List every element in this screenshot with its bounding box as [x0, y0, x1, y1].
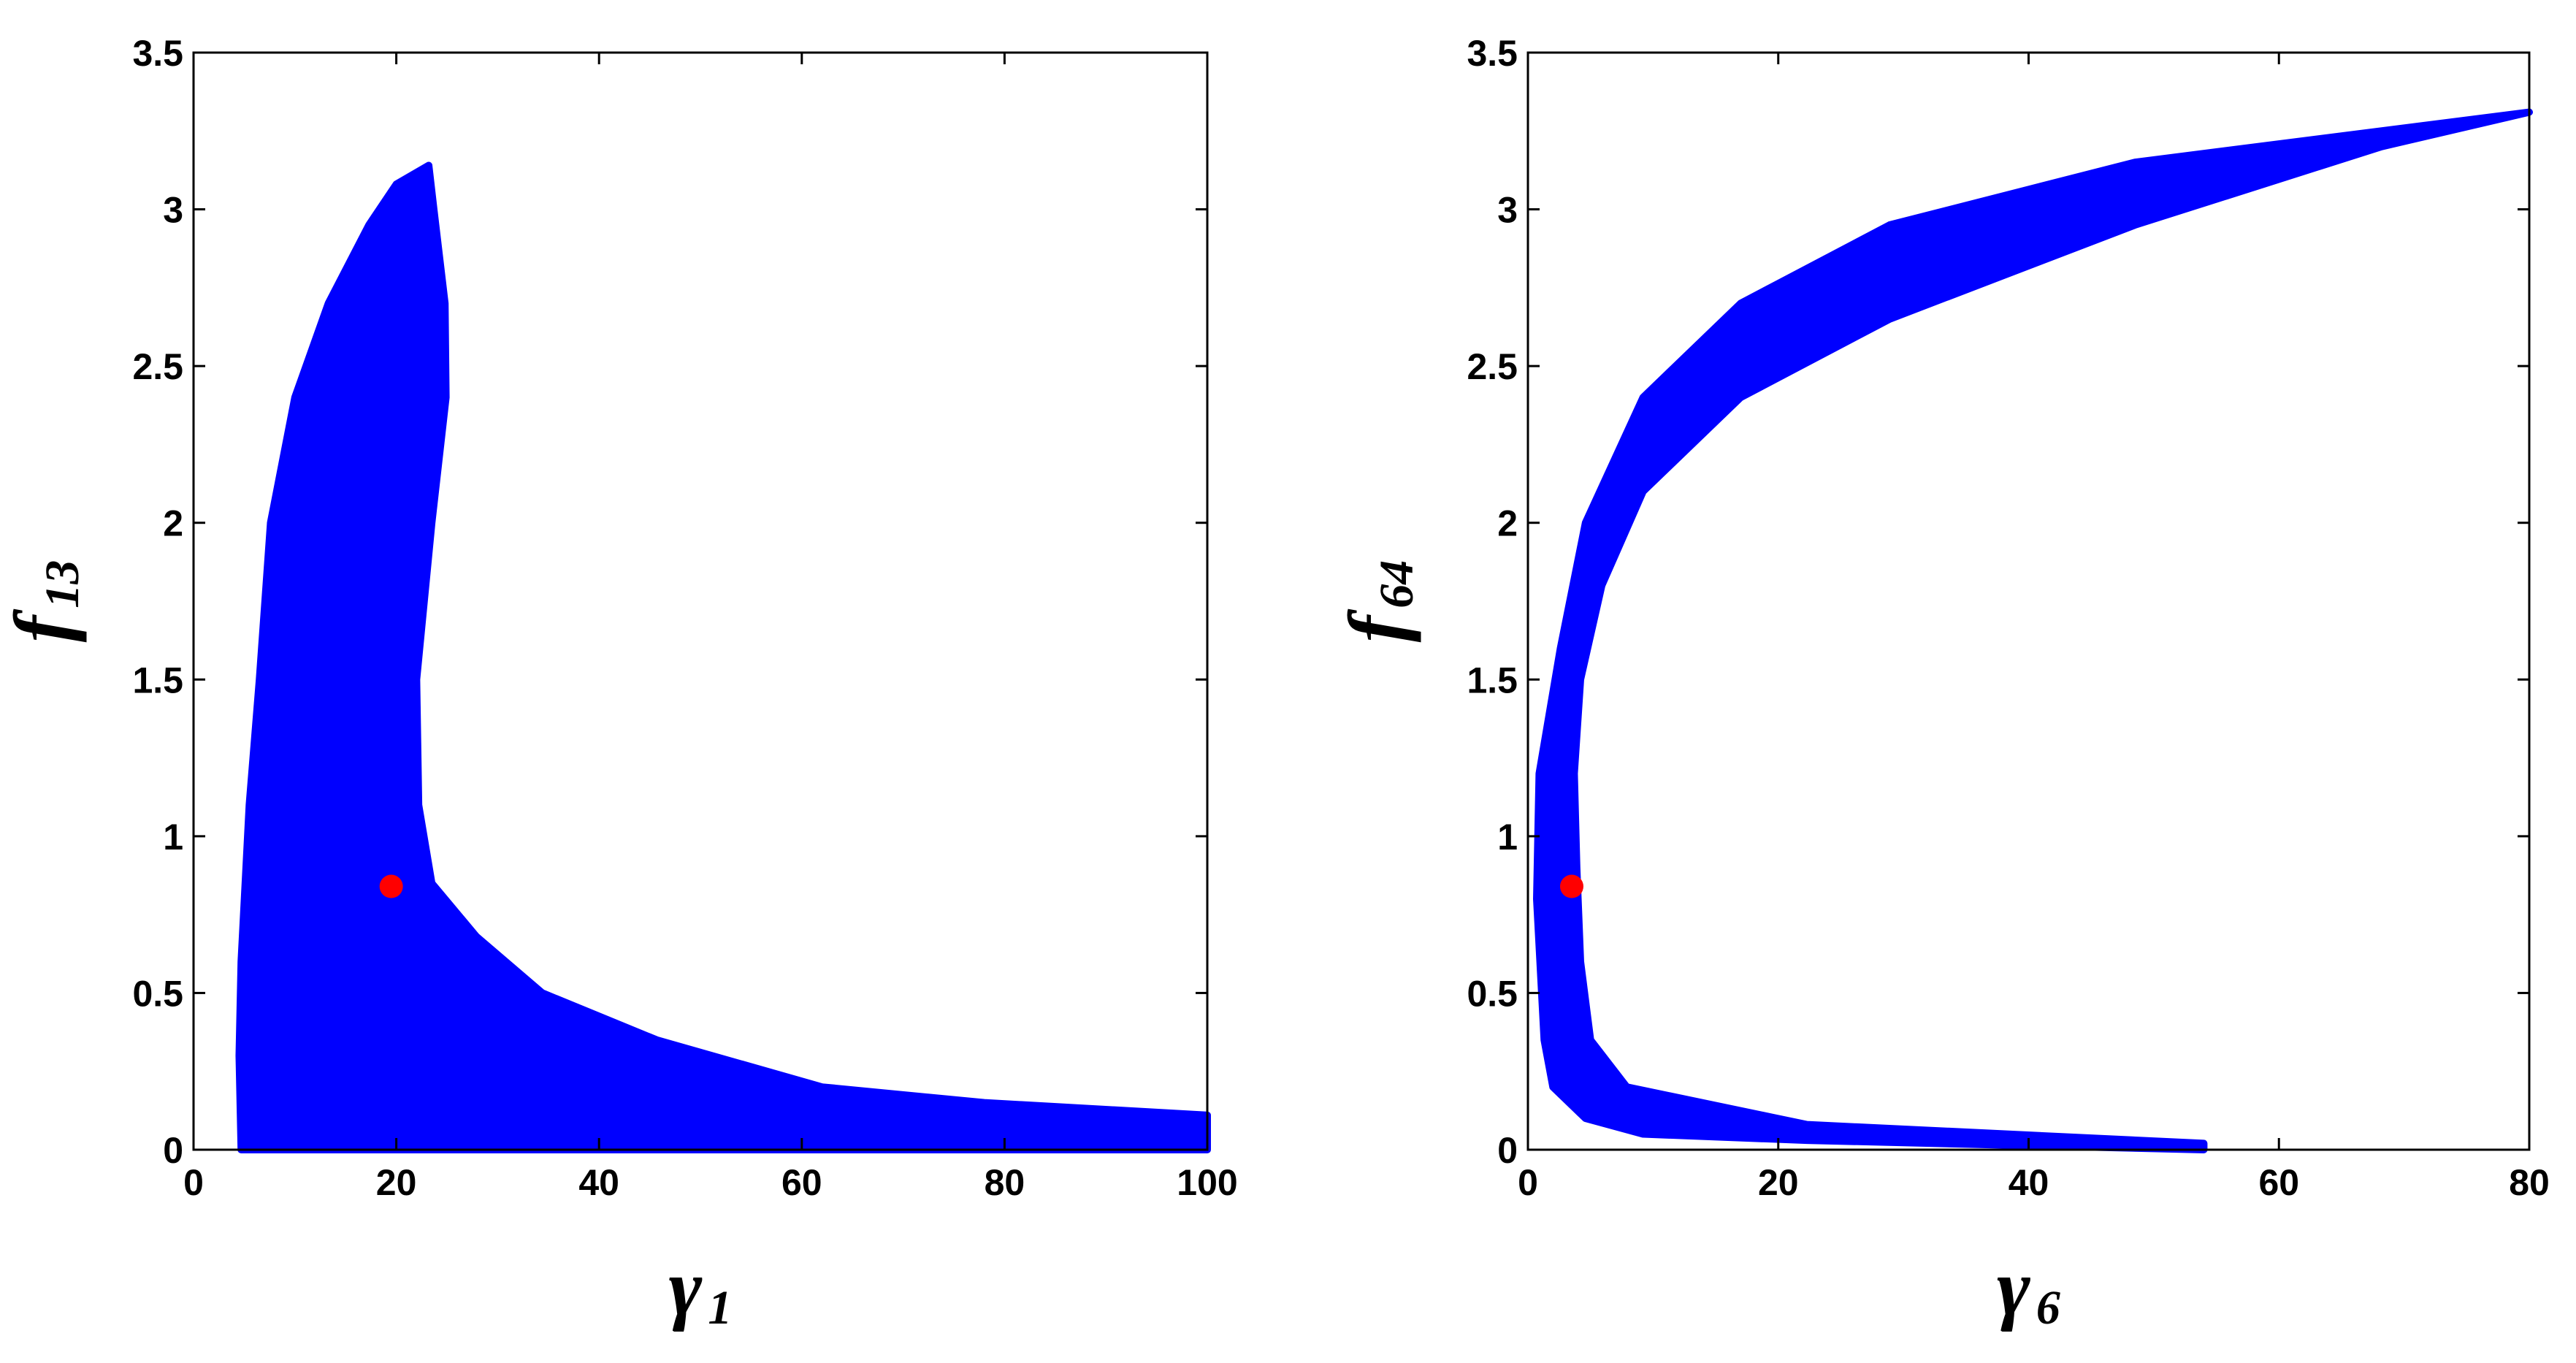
panel: 0 20 40 60 80 0 0.5 1 1.5 2 2.5 3 3.5 γ 6 f64: [1332, 33, 2550, 1335]
x-tick-label: 0: [1518, 1162, 1538, 1203]
y-tick-label: 1: [1497, 817, 1518, 858]
y-tick-label: 2.5: [1467, 346, 1518, 387]
y-tick-label: 2: [1497, 503, 1518, 544]
x-axis-symbol: γ: [669, 1243, 703, 1332]
x-axis-subscript: 1: [708, 1281, 732, 1335]
y-tick-label: 3.5: [132, 33, 183, 74]
y-axis-subscript: 64: [1370, 560, 1423, 608]
y-tick-label: 1.5: [132, 660, 183, 700]
x-tick-label: 100: [1177, 1162, 1237, 1203]
y-tick-label: 0.5: [1467, 973, 1518, 1014]
y-tick-label: 3: [1497, 190, 1518, 231]
y-axis-subscript: 13: [36, 560, 89, 608]
x-tick-label: 80: [985, 1162, 1025, 1203]
x-tick-label: 60: [2258, 1162, 2299, 1203]
point-cloud: [1533, 108, 2533, 1153]
x-axis-symbol: γ: [1997, 1243, 2030, 1332]
y-axis-symbol: f: [0, 608, 87, 642]
plot-frame: [192, 51, 1209, 1151]
point: [379, 874, 403, 898]
x-tick-label: 20: [376, 1162, 417, 1203]
y-tick-label: 0: [163, 1130, 183, 1171]
point: [1559, 874, 1583, 898]
y-tick-label: 1.5: [1467, 660, 1518, 700]
y-tick-label: 0: [1497, 1130, 1518, 1171]
x-axis-subscript: 6: [2036, 1281, 2060, 1335]
y-axis-label: f13: [0, 560, 89, 643]
x-tick-label: 40: [578, 1162, 619, 1203]
x-tick-label: 0: [183, 1162, 204, 1203]
y-tick-label: 2: [163, 503, 183, 544]
x-tick-label: 20: [1758, 1162, 1799, 1203]
x-tick-label: 80: [2509, 1162, 2550, 1203]
y-tick-label: 3: [163, 190, 183, 231]
y-tick-label: 3.5: [1467, 33, 1518, 74]
y-tick-label: 2.5: [132, 346, 183, 387]
x-tick-label: 40: [2009, 1162, 2049, 1203]
y-axis-label: f64: [1332, 560, 1423, 643]
point-cloud: [235, 161, 1211, 1153]
y-axis-symbol: f: [1332, 608, 1421, 642]
x-tick-label: 60: [781, 1162, 822, 1203]
y-tick-label: 0.5: [132, 973, 183, 1014]
y-tick-label: 1: [163, 817, 183, 858]
